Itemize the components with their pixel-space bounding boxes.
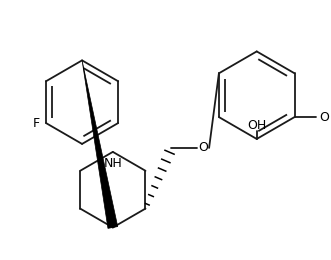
Text: F: F: [32, 116, 40, 129]
Text: OH: OH: [247, 119, 266, 132]
Text: NH: NH: [104, 157, 122, 170]
Text: O: O: [198, 141, 208, 154]
Text: O: O: [319, 110, 329, 124]
Polygon shape: [82, 60, 118, 228]
